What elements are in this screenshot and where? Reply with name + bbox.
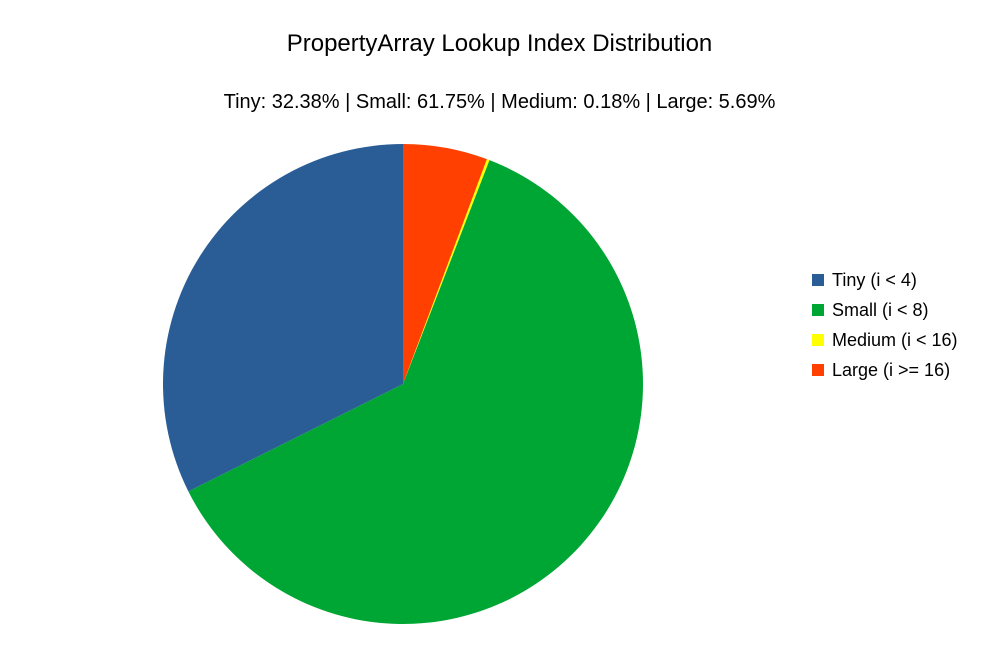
legend: Tiny (i < 4) Small (i < 8) Medium (i < 1… xyxy=(812,265,958,385)
chart-subtitle: Tiny: 32.38% | Small: 61.75% | Medium: 0… xyxy=(223,91,776,113)
legend-swatch-large xyxy=(812,364,824,376)
pie-slice-medium xyxy=(403,159,490,384)
legend-swatch-small xyxy=(812,304,824,316)
pie-slice-tiny xyxy=(162,144,403,492)
legend-swatch-medium xyxy=(812,334,824,346)
legend-label-medium: Medium (i < 16) xyxy=(832,329,958,350)
legend-swatch-tiny xyxy=(812,274,824,286)
legend-label-small: Small (i < 8) xyxy=(832,299,929,320)
legend-item-tiny: Tiny (i < 4) xyxy=(812,265,958,295)
pie-slice-large xyxy=(403,144,487,384)
legend-label-tiny: Tiny (i < 4) xyxy=(832,269,917,290)
legend-label-large: Large (i >= 16) xyxy=(832,359,951,380)
chart-title: PropertyArray Lookup Index Distribution xyxy=(286,30,713,57)
legend-item-small: Small (i < 8) xyxy=(812,295,958,325)
legend-item-medium: Medium (i < 16) xyxy=(812,325,958,355)
pie-slice-small xyxy=(188,160,643,625)
legend-item-large: Large (i >= 16) xyxy=(812,355,958,385)
